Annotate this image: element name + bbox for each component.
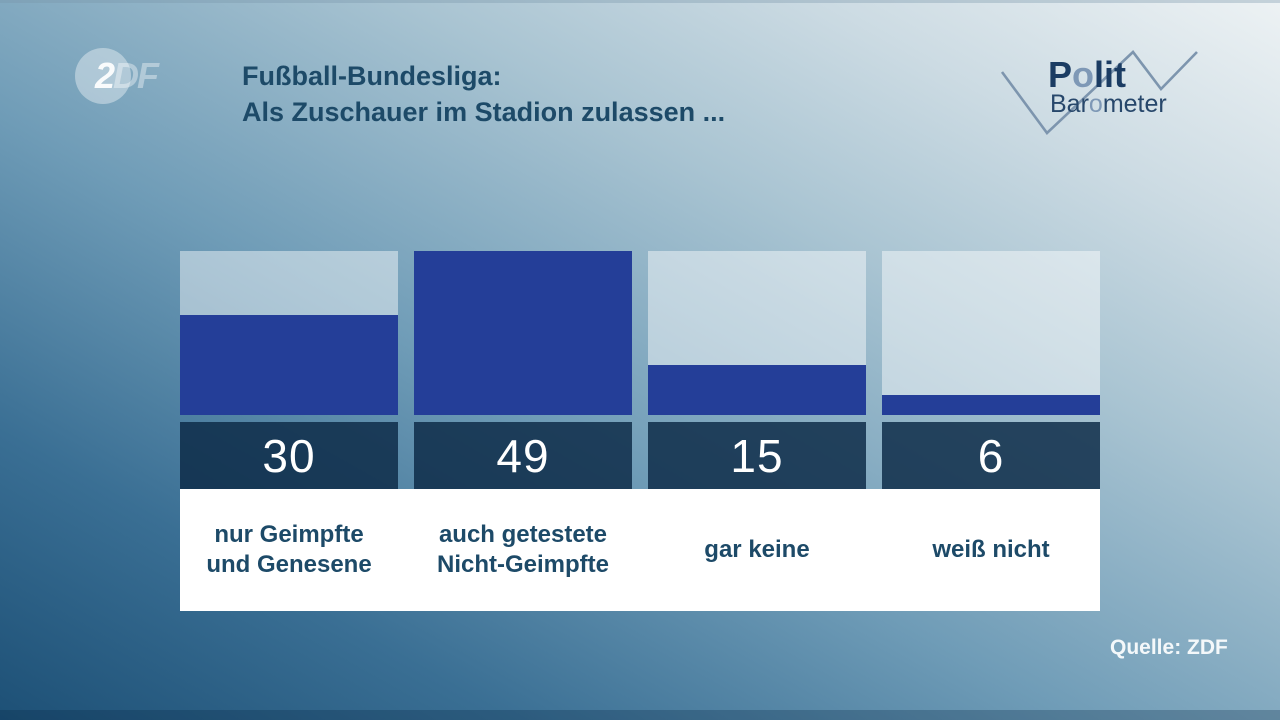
logo-letter-light: o (1088, 90, 1103, 118)
logo-letter: lit (1094, 54, 1127, 95)
category-label: weiß nicht (932, 536, 1050, 563)
value-label: 30 (262, 429, 316, 482)
category-label-band: nur Geimpfte und Genesene auch getestete … (180, 489, 1100, 611)
chart-title-line2: Als Zuschauer im Stadion zulassen ... (242, 97, 726, 127)
bar-fill (180, 315, 398, 415)
bar-track (882, 251, 1100, 415)
value-label: 49 (496, 429, 550, 482)
top-edge-strip (0, 0, 1280, 3)
politbarometer-logo-barometer: Barometer (1050, 91, 1167, 117)
bar-fill (414, 251, 632, 415)
category-label: nur Geimpfte und Genesene (206, 521, 372, 578)
logo-letter: Bar (1050, 90, 1089, 118)
source-credit: Quelle: ZDF (1110, 636, 1228, 659)
value-band: 15 (648, 422, 866, 489)
chart-title-line1: Fußball-Bundesliga: (242, 61, 502, 91)
value-band: 30 (180, 422, 398, 489)
zdf-logo-ghost: DF (113, 55, 159, 96)
value-label: 15 (730, 429, 784, 482)
chart-title: Fußball-Bundesliga: Als Zuschauer im Sta… (242, 58, 725, 130)
bar-fill (648, 365, 866, 415)
value-band: 49 (414, 422, 632, 489)
bar-track (180, 251, 398, 415)
zdf-logo: 2DF (75, 46, 215, 106)
logo-letter-light: o (1072, 54, 1095, 95)
category-label: gar keine (704, 536, 810, 563)
bar-track (648, 251, 866, 415)
value-band: 6 (882, 422, 1100, 489)
politbarometer-zigzag-icon (1000, 50, 1198, 135)
zdf-logo-circle-icon (75, 48, 131, 104)
politbarometer-logo: Polit Barometer (985, 35, 1225, 155)
bar-track (414, 251, 632, 415)
zdf-logo-lead: 2 (95, 55, 115, 96)
bar-fill (882, 395, 1100, 415)
value-label: 6 (977, 429, 1005, 482)
zdf-logo-wordmark: 2DF (95, 55, 159, 96)
bottom-edge-strip (0, 710, 1280, 720)
politbarometer-logo-polit: Polit (1048, 57, 1126, 93)
logo-letter: meter (1102, 90, 1167, 118)
logo-letter: P (1048, 54, 1073, 95)
category-label: auch getestete Nicht-Geimpfte (436, 521, 609, 578)
bar-chart: 30 49 15 6 nur Geimpfte und Genesene auch ge… (180, 251, 1100, 611)
